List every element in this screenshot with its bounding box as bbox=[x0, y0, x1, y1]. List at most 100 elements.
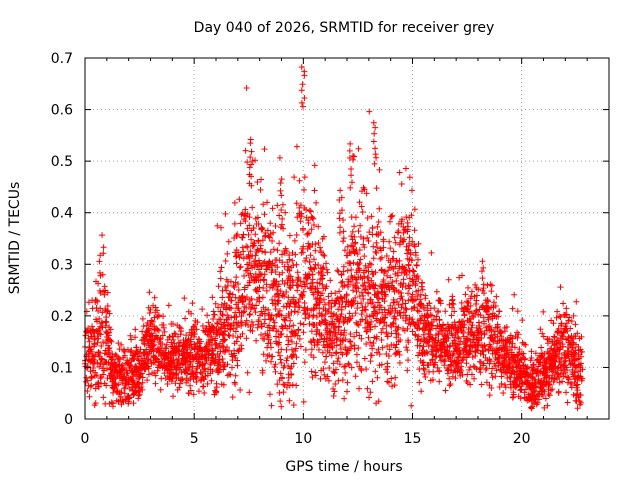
data-points bbox=[82, 64, 586, 412]
data-point bbox=[159, 332, 166, 339]
x-axis-label: GPS time / hours bbox=[285, 459, 402, 475]
data-point bbox=[126, 394, 133, 401]
data-point bbox=[187, 336, 194, 343]
data-point bbox=[175, 333, 182, 340]
data-point bbox=[97, 360, 104, 367]
data-point bbox=[167, 354, 174, 361]
data-point bbox=[103, 319, 110, 326]
data-point bbox=[99, 232, 106, 239]
data-point bbox=[106, 329, 113, 336]
data-point bbox=[134, 356, 141, 363]
data-point bbox=[128, 364, 135, 371]
data-point bbox=[85, 299, 92, 306]
data-point bbox=[160, 324, 167, 331]
data-point bbox=[84, 363, 91, 370]
data-point bbox=[139, 379, 146, 386]
data-point bbox=[137, 371, 144, 378]
data-point bbox=[188, 310, 195, 317]
data-point bbox=[97, 305, 104, 312]
data-point bbox=[100, 244, 107, 251]
data-point bbox=[88, 333, 95, 340]
data-point bbox=[86, 338, 93, 345]
data-point bbox=[87, 368, 94, 375]
y-tick-label: 0.6 bbox=[51, 103, 73, 119]
data-point bbox=[151, 314, 158, 321]
data-point bbox=[209, 294, 216, 301]
data-point bbox=[204, 380, 211, 387]
data-point bbox=[119, 361, 126, 368]
data-point bbox=[121, 348, 128, 355]
x-tick-label: 20 bbox=[513, 431, 531, 447]
data-point bbox=[166, 334, 173, 341]
data-point bbox=[136, 380, 143, 387]
data-point bbox=[201, 365, 208, 372]
data-point bbox=[99, 271, 106, 278]
data-point bbox=[177, 339, 184, 346]
data-point bbox=[132, 334, 139, 341]
data-point bbox=[87, 358, 94, 365]
data-point bbox=[188, 345, 195, 352]
data-point bbox=[179, 376, 186, 383]
data-point bbox=[93, 297, 100, 304]
data-point bbox=[150, 341, 157, 348]
data-point bbox=[135, 395, 142, 402]
data-point bbox=[95, 280, 102, 287]
data-point bbox=[90, 364, 97, 371]
data-point bbox=[93, 372, 100, 379]
y-tick-label: 0.3 bbox=[51, 257, 73, 273]
data-point bbox=[110, 389, 117, 396]
data-point bbox=[143, 346, 150, 353]
data-point bbox=[187, 349, 194, 356]
data-point bbox=[153, 333, 160, 340]
data-point bbox=[148, 330, 155, 337]
data-point bbox=[188, 341, 195, 348]
data-point bbox=[171, 330, 178, 337]
data-point bbox=[163, 341, 170, 348]
x-tick-label: 10 bbox=[294, 431, 312, 447]
y-tick-label: 0.7 bbox=[51, 51, 73, 67]
data-point bbox=[88, 373, 95, 380]
data-point bbox=[88, 375, 95, 382]
data-point bbox=[145, 325, 152, 332]
data-point bbox=[197, 338, 204, 345]
data-point bbox=[161, 370, 168, 377]
data-point bbox=[200, 383, 207, 390]
data-point bbox=[101, 283, 108, 290]
data-point bbox=[97, 375, 104, 382]
data-point bbox=[132, 326, 139, 333]
data-point bbox=[175, 339, 182, 346]
data-point bbox=[210, 308, 217, 315]
data-point bbox=[150, 342, 157, 349]
data-point bbox=[182, 315, 189, 322]
data-point bbox=[208, 333, 215, 340]
data-point bbox=[189, 300, 196, 307]
data-point bbox=[107, 337, 114, 344]
data-point bbox=[187, 387, 194, 394]
data-point bbox=[144, 377, 151, 384]
data-point bbox=[159, 340, 166, 347]
data-point bbox=[178, 328, 185, 335]
data-point bbox=[91, 360, 98, 367]
data-point bbox=[98, 342, 105, 349]
data-point bbox=[106, 344, 113, 351]
data-point bbox=[199, 323, 206, 330]
data-point bbox=[201, 376, 208, 383]
x-tick-label: 15 bbox=[404, 431, 422, 447]
data-point bbox=[160, 313, 167, 320]
data-point bbox=[124, 370, 131, 377]
data-point bbox=[113, 352, 120, 359]
data-point bbox=[140, 323, 147, 330]
data-point bbox=[205, 319, 212, 326]
data-point bbox=[100, 371, 107, 378]
data-point bbox=[100, 339, 107, 346]
data-point bbox=[165, 302, 172, 309]
data-point bbox=[118, 341, 125, 348]
data-point bbox=[96, 363, 103, 370]
data-point bbox=[95, 335, 102, 342]
data-point bbox=[115, 381, 122, 388]
data-point bbox=[193, 375, 200, 382]
data-point bbox=[117, 356, 124, 363]
data-point bbox=[184, 346, 191, 353]
data-point bbox=[120, 373, 127, 380]
data-point bbox=[197, 369, 204, 376]
